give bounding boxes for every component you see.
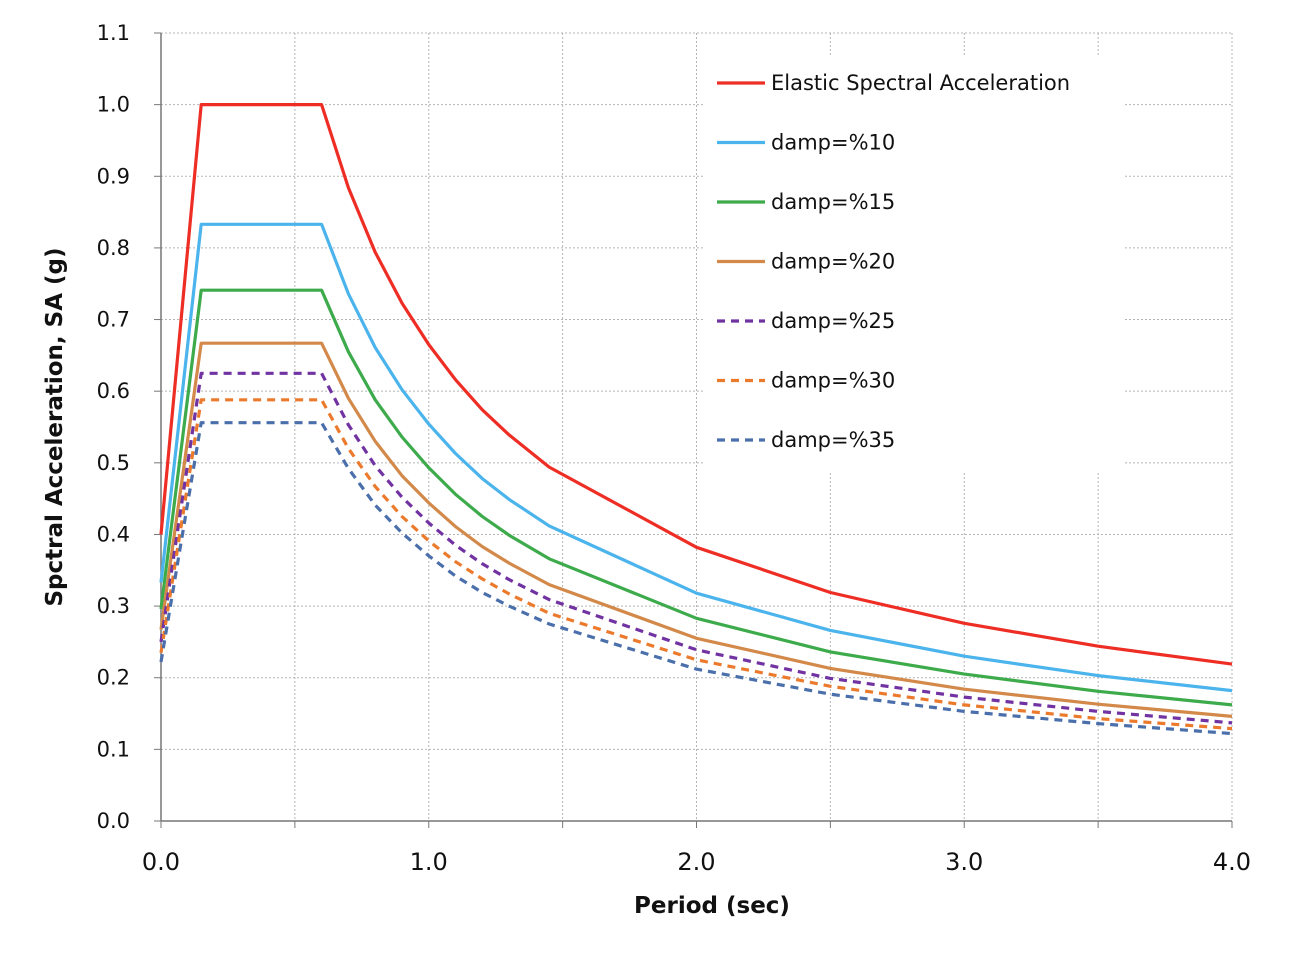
tick-labels: 0.0 0.1 0.2 0.3 0.4 0.5 0.6 0.7 0.8 0.9 1.0 1.1 0.0 1… [97,21,1251,876]
series-line-2 [159,288,1233,707]
y-tick-label: 0.1 [97,737,130,761]
series-line-1 [159,222,1233,693]
y-tick-label: 0.2 [97,666,130,690]
legend: Elastic Spectral Acceleration damp=%10 dam… [717,71,1070,452]
x-axis-title: Period (sec) [634,893,790,919]
legend-label-4: damp=%25 [771,309,895,333]
x-tick-label: 0.0 [142,848,180,876]
y-tick-label: 1.0 [97,93,130,117]
y-tick-label: 0.9 [97,164,130,188]
series-line-4 [159,371,1233,725]
y-tick-label: 0.5 [97,451,130,475]
legend-label-3: damp=%20 [771,250,895,274]
series-lines [159,103,1233,736]
y-tick-label: 0.4 [97,522,130,546]
legend-label-0: Elastic Spectral Acceleration [771,71,1070,95]
x-tick-label: 1.0 [410,848,448,876]
x-tick-label: 3.0 [945,848,983,876]
legend-label-1: damp=%10 [771,131,895,155]
legend-label-2: damp=%15 [771,190,895,214]
series-line-5 [159,398,1233,731]
legend-label-6: damp=%35 [771,428,895,452]
y-tick-label: 0.0 [97,809,130,833]
y-axis-title: Spctral Acceleration, SA (g) [42,247,68,606]
y-tick-label: 0.8 [97,236,130,260]
legend-background [703,55,1123,473]
legend-label-5: damp=%30 [771,369,895,393]
y-tick-label: 0.7 [97,308,130,332]
x-tick-label: 2.0 [677,848,715,876]
series-line-3 [159,341,1233,718]
series-line-0 [159,103,1233,666]
y-tick-label: 0.6 [97,379,130,403]
y-tick-label: 1.1 [97,21,130,45]
y-tick-label: 0.3 [97,594,130,618]
x-tick-label: 4.0 [1213,848,1251,876]
axes [154,32,1233,828]
